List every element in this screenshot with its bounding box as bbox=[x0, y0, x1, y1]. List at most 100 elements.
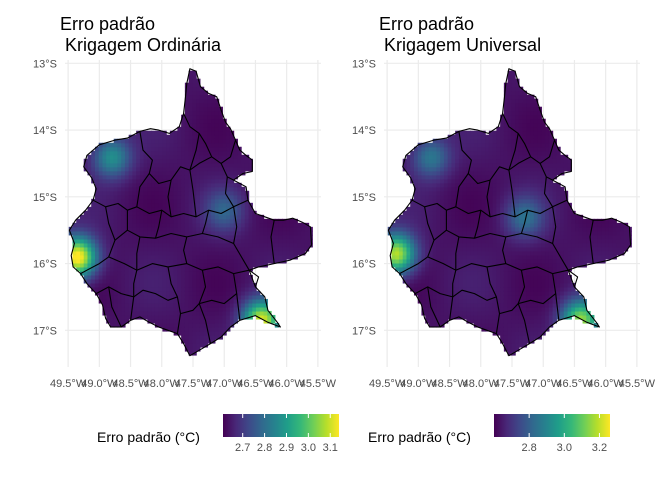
raster-cell bbox=[199, 186, 205, 192]
raster-cell bbox=[113, 254, 119, 260]
raster-cell bbox=[556, 278, 561, 284]
raster-cell bbox=[222, 282, 227, 288]
raster-cell bbox=[507, 302, 512, 308]
raster-cell bbox=[492, 302, 497, 308]
raster-cell bbox=[166, 150, 171, 156]
raster-cell bbox=[563, 262, 569, 268]
raster-cell bbox=[218, 194, 223, 200]
raster-cell bbox=[466, 178, 471, 184]
raster-cell bbox=[222, 218, 227, 224]
raster-cell bbox=[488, 218, 494, 224]
raster-cell bbox=[181, 174, 186, 180]
legend-title: Erro padrão (°C) bbox=[97, 429, 200, 445]
raster-cell bbox=[173, 142, 178, 148]
raster-cell bbox=[192, 142, 197, 148]
raster-cell bbox=[462, 274, 468, 280]
raster-cell bbox=[563, 202, 569, 208]
raster-cell bbox=[282, 226, 287, 232]
raster-cell bbox=[173, 250, 178, 256]
raster-cell bbox=[274, 254, 280, 260]
raster-cell bbox=[233, 306, 238, 312]
raster-cell bbox=[98, 218, 104, 224]
raster-cell bbox=[515, 318, 520, 324]
raster-cell bbox=[440, 298, 445, 304]
raster-cell bbox=[470, 194, 475, 200]
raster-cell bbox=[556, 294, 561, 300]
raster-cell bbox=[428, 166, 434, 172]
raster-cell bbox=[481, 266, 486, 272]
raster-cell bbox=[68, 226, 74, 232]
raster-cell bbox=[166, 282, 171, 288]
raster-cell bbox=[222, 214, 227, 220]
raster-cell bbox=[177, 274, 182, 280]
raster-cell bbox=[428, 318, 434, 324]
raster-cell bbox=[222, 174, 227, 180]
raster-cell bbox=[593, 246, 599, 252]
raster-cell bbox=[199, 142, 205, 148]
raster-cell bbox=[503, 158, 509, 164]
raster-cell bbox=[192, 294, 197, 300]
raster-cell bbox=[470, 170, 475, 176]
raster-cell bbox=[226, 282, 231, 288]
raster-cell bbox=[458, 306, 464, 312]
raster-cell bbox=[428, 226, 434, 232]
raster-cell bbox=[425, 278, 430, 284]
raster-cell bbox=[203, 214, 208, 220]
raster-cell bbox=[563, 278, 569, 284]
raster-cell bbox=[222, 170, 227, 176]
raster-cell bbox=[267, 218, 272, 224]
raster-cell bbox=[507, 346, 512, 352]
raster-cell bbox=[244, 162, 250, 168]
raster-cell bbox=[128, 250, 134, 256]
raster-cell bbox=[211, 134, 216, 140]
raster-cell bbox=[440, 194, 445, 200]
raster-cell bbox=[590, 258, 595, 264]
raster-cell bbox=[458, 210, 464, 216]
raster-cell bbox=[181, 330, 186, 336]
raster-cell bbox=[522, 98, 527, 104]
raster-cell bbox=[154, 278, 160, 284]
raster-cell bbox=[98, 238, 104, 244]
raster-cell bbox=[222, 182, 227, 188]
raster-cell bbox=[229, 290, 235, 296]
raster-cell bbox=[83, 214, 89, 220]
raster-cell bbox=[263, 230, 268, 236]
raster-cell bbox=[440, 150, 445, 156]
raster-cell bbox=[398, 254, 404, 260]
raster-cell bbox=[102, 214, 107, 220]
raster-cell bbox=[428, 254, 434, 260]
raster-cell bbox=[612, 234, 617, 240]
raster-cell bbox=[106, 282, 111, 288]
raster-cell bbox=[473, 198, 479, 204]
raster-cell bbox=[282, 222, 287, 228]
raster-cell bbox=[511, 298, 516, 304]
raster-cell bbox=[440, 262, 445, 268]
raster-cell bbox=[500, 262, 505, 268]
raster-cell bbox=[207, 118, 212, 124]
raster-cell bbox=[541, 294, 546, 300]
raster-cell bbox=[181, 322, 186, 328]
raster-cell bbox=[616, 226, 621, 232]
raster-cell bbox=[436, 198, 441, 204]
raster-cell bbox=[252, 214, 257, 220]
raster-cell bbox=[432, 254, 438, 260]
raster-cell bbox=[440, 238, 445, 244]
raster-cell bbox=[154, 250, 160, 256]
raster-cell bbox=[477, 250, 483, 256]
raster-cell bbox=[91, 202, 96, 208]
raster-cell bbox=[601, 234, 606, 240]
raster-cell bbox=[526, 182, 531, 188]
raster-cell bbox=[447, 294, 453, 300]
raster-cell bbox=[507, 258, 512, 264]
raster-cell bbox=[541, 242, 546, 248]
raster-cell bbox=[470, 318, 475, 324]
x-tick-label: 48.0°W bbox=[144, 378, 181, 390]
raster-cell bbox=[267, 250, 272, 256]
raster-cell bbox=[496, 242, 501, 248]
raster-cell bbox=[173, 206, 178, 212]
raster-cell bbox=[188, 306, 193, 312]
raster-cell bbox=[117, 298, 122, 304]
raster-cell bbox=[237, 150, 242, 156]
raster-cell bbox=[222, 122, 227, 128]
raster-cell bbox=[425, 262, 430, 268]
